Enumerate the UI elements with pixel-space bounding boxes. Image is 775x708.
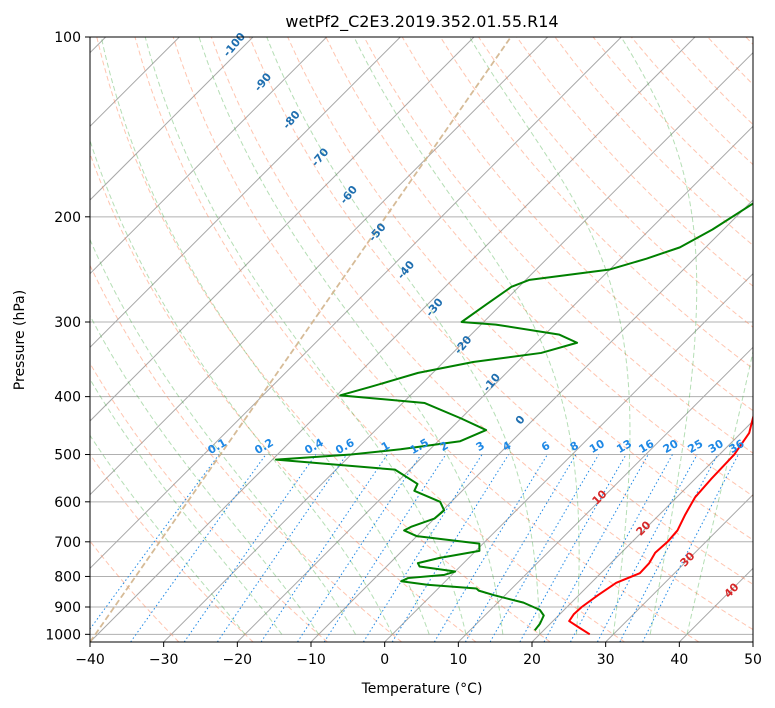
y-tick-label: 800 <box>54 569 81 585</box>
y-tick-label: 300 <box>54 315 81 331</box>
moist-adiabat <box>90 238 356 635</box>
dry-adiabat <box>249 37 753 585</box>
mixing-ratio-line <box>569 454 673 642</box>
x-tick-label: 10 <box>449 652 467 668</box>
moist-adiabat <box>469 37 631 635</box>
dry-adiabat <box>90 264 403 642</box>
x-tick-label: 0 <box>380 652 389 668</box>
isotherm-gridline <box>531 420 753 642</box>
dry-adiabat <box>90 152 477 642</box>
isotherm-gridline <box>90 37 401 349</box>
y-tick-label: 1000 <box>45 627 81 643</box>
dry-adiabat <box>90 453 254 642</box>
dewpoint-profile-line <box>275 202 753 632</box>
mixing-ratio-line <box>323 454 447 642</box>
background-lines <box>90 37 753 642</box>
x-tick-label: 20 <box>523 652 541 668</box>
y-tick-label: 700 <box>54 535 81 551</box>
x-tick-label: −10 <box>296 652 326 668</box>
dry-adiabat <box>96 37 551 642</box>
isotherm-gridline <box>90 37 622 570</box>
mixing-ratio-line <box>519 454 627 642</box>
isotherm-gridline <box>90 37 549 496</box>
isotherm-gridline <box>90 37 475 422</box>
dry-adiabat <box>90 362 328 642</box>
mixing-ratio-line <box>297 454 422 642</box>
mixing-ratio-line <box>260 454 388 642</box>
moist-adiabat <box>198 37 504 635</box>
y-tick-label: 400 <box>54 390 81 406</box>
x-tick-label: −40 <box>75 652 105 668</box>
moist-adiabat <box>100 37 430 635</box>
mixing-ratio-line <box>130 454 267 642</box>
dry-adiabat <box>90 540 180 642</box>
y-axis-label: Pressure (hPa) <box>12 290 28 390</box>
reference-curve <box>90 37 512 642</box>
dry-adiabat <box>134 37 625 642</box>
sounding-lines <box>275 202 753 636</box>
y-tick-label: 600 <box>54 495 81 511</box>
isotherm-gridline <box>310 199 753 642</box>
mixing-ratio-line <box>596 454 698 642</box>
dry-adiabat <box>363 37 753 454</box>
mixing-ratio-line <box>183 454 317 642</box>
mixing-ratio-line <box>433 454 548 642</box>
isotherm-gridline <box>90 37 254 201</box>
y-tick-label: 100 <box>54 30 81 46</box>
chart-title: wetPf2_C2E3.2019.352.01.55.R14 <box>285 12 558 32</box>
dry-adiabat <box>325 37 753 497</box>
moist-adiabat <box>266 37 541 635</box>
y-tick-label: 900 <box>54 600 81 616</box>
mixing-ratio-line <box>216 454 348 642</box>
mixing-ratio-line <box>90 454 220 630</box>
y-axis: 1000 900 800 700 600 500 400 300 200 100 <box>45 30 90 643</box>
x-tick-label: 40 <box>670 652 688 668</box>
dry-adiabat <box>172 37 700 642</box>
moist-adiabat <box>686 349 753 635</box>
mixing-ratio-line <box>464 454 577 642</box>
x-tick-label: −20 <box>223 652 253 668</box>
dry-adiabat <box>401 37 753 412</box>
plot-frame <box>89 36 754 643</box>
x-axis-label: Temperature (°C) <box>361 681 483 697</box>
dry-adiabat <box>516 37 753 287</box>
moist-adiabat <box>90 138 393 635</box>
dry-adiabat <box>439 37 753 370</box>
isotherm-gridline <box>457 346 753 642</box>
isotherm-gridline <box>90 37 328 275</box>
isotherm-gridline <box>236 125 753 642</box>
moist-adiabat <box>144 37 467 635</box>
x-tick-label: 30 <box>597 652 615 668</box>
isotherm-gridline <box>384 272 753 642</box>
isotherm-gridline <box>163 51 753 642</box>
y-tick-label: 200 <box>54 210 81 226</box>
moist-adiabat <box>620 37 698 635</box>
temperature-profile-line <box>568 413 753 636</box>
x-tick-label: −30 <box>149 652 179 668</box>
dry-adiabat <box>210 37 753 631</box>
mixing-ratio-line <box>489 454 600 642</box>
moist-adiabat <box>90 314 320 635</box>
isotherm-gridline <box>605 493 753 642</box>
x-axis: −40 −30 −20 −10 0 10 20 30 40 50 <box>75 642 762 668</box>
dry-adiabat <box>287 37 753 541</box>
moist-adiabat <box>353 37 580 635</box>
isotherm-gridline <box>90 37 696 642</box>
y-tick-label: 500 <box>54 448 81 464</box>
x-tick-label: 50 <box>744 652 762 668</box>
